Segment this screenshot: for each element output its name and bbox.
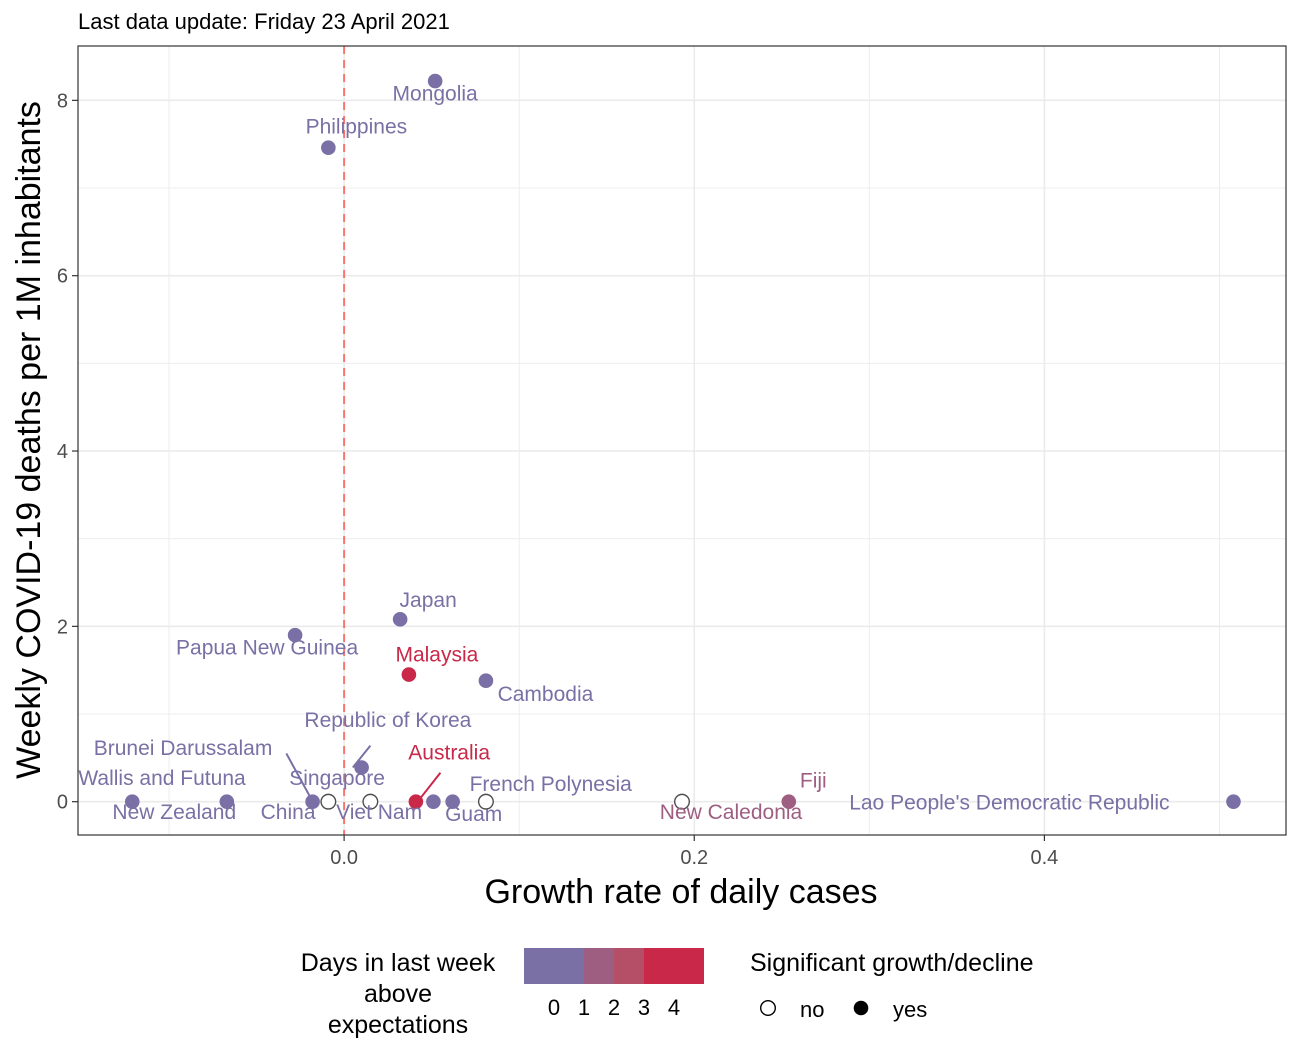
data-point — [287, 627, 303, 643]
x-tick-label: 0.2 — [680, 847, 708, 869]
point-label: Australia — [408, 742, 490, 765]
x-axis-ticks: 0.0 0.2 0.4 — [330, 835, 1058, 869]
data-point — [392, 612, 408, 627]
data-point — [401, 667, 417, 682]
legend-color-label: 3 — [638, 995, 650, 1020]
data-point — [320, 793, 337, 810]
data-point — [408, 794, 424, 809]
point-label: Fiji — [800, 770, 827, 793]
data-point — [426, 794, 441, 809]
y-tick-label: 6 — [57, 266, 68, 288]
data-point — [445, 794, 460, 809]
point-label: Guam — [445, 803, 502, 826]
data-point — [321, 140, 336, 155]
legend-color-swatch — [524, 948, 584, 984]
data-point — [674, 793, 691, 810]
data-point — [305, 794, 320, 809]
data-point — [781, 794, 797, 809]
y-axis-title: Weekly COVID-19 deaths per 1M inhabitant… — [10, 101, 48, 779]
legend-color-label: 0 — [548, 995, 560, 1020]
legend-shape-marker — [760, 1000, 777, 1017]
legend-color-swatch — [644, 948, 704, 984]
point-label: Lao People's Democratic Republic — [849, 792, 1169, 815]
data-point — [219, 794, 235, 809]
point-label: Philippines — [306, 116, 408, 139]
plot-panel-border — [77, 45, 1287, 836]
data-point — [1226, 794, 1241, 809]
legend-color-swatch — [614, 948, 644, 984]
point-label: French Polynesia — [470, 773, 633, 796]
y-tick-label: 4 — [57, 441, 68, 463]
point-label: Papua New Guinea — [176, 636, 358, 659]
data-point — [478, 673, 494, 689]
point-label: Cambodia — [498, 683, 594, 706]
data-points — [124, 73, 1241, 810]
legend-shape-label: yes — [893, 997, 927, 1022]
x-tick-label: 0.4 — [1030, 847, 1058, 869]
y-tick-label: 2 — [57, 616, 68, 638]
legend-shape-label: no — [800, 997, 824, 1022]
data-point — [354, 760, 369, 775]
y-tick-label: 8 — [57, 90, 68, 112]
point-label: Wallis and Futuna — [78, 767, 246, 790]
legend-shape-title: Significant growth/decline — [750, 949, 1034, 977]
chart-subtitle: Last data update: Friday 23 April 2021 — [78, 9, 450, 34]
point-label: Singapore — [289, 767, 385, 790]
point-labels: Mongolia Philippines Japan Papua New Guinea… — [78, 82, 1169, 826]
point-label: New Zealand — [112, 801, 236, 824]
data-point — [427, 73, 443, 89]
legend-significance: Significant growth/decline no yes — [750, 949, 1034, 1022]
legend-color-title: Days in last week — [301, 949, 496, 977]
data-point — [124, 794, 140, 809]
legend-color-swatch — [584, 948, 614, 984]
point-label: Japan — [400, 589, 457, 612]
point-label: China — [261, 801, 316, 824]
point-label: Mongolia — [393, 82, 479, 105]
point-label: Malaysia — [395, 643, 478, 666]
y-axis-ticks: 0 2 4 6 8 — [57, 90, 78, 814]
x-axis-title: Growth rate of daily cases — [484, 873, 877, 911]
legend-color-title: above — [364, 980, 432, 1008]
point-label: Brunei Darussalam — [94, 737, 273, 760]
legend-days-above-expectations: Days in last week above expectations 0 1 2 3 4 — [301, 948, 704, 1039]
point-label: New Caledonia — [660, 801, 803, 824]
legend-color-label: 2 — [608, 995, 620, 1020]
y-tick-label: 0 — [57, 792, 68, 814]
data-point — [477, 793, 494, 810]
leader-line — [285, 752, 312, 799]
legend-color-label: 4 — [668, 995, 680, 1020]
point-label: Republic of Korea — [304, 709, 471, 732]
leader-line — [416, 772, 442, 803]
legend-shape-marker — [853, 1000, 869, 1016]
point-label: Viet Nam — [336, 801, 422, 824]
x-tick-label: 0.0 — [330, 847, 358, 869]
legend-color-label: 1 — [578, 995, 590, 1020]
grid-lines — [78, 46, 1286, 835]
legend-color-title: expectations — [328, 1011, 468, 1039]
data-point — [362, 793, 379, 810]
